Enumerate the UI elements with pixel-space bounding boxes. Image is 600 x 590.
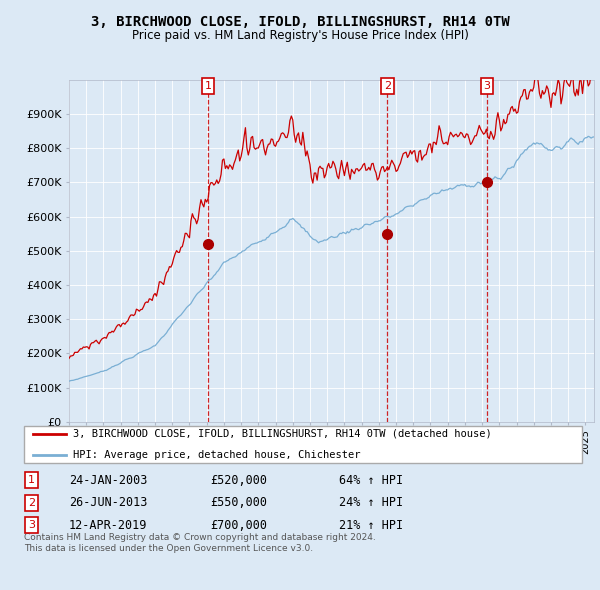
Text: 24% ↑ HPI: 24% ↑ HPI [339,496,403,509]
Text: 24-JAN-2003: 24-JAN-2003 [69,474,148,487]
Text: 64% ↑ HPI: 64% ↑ HPI [339,474,403,487]
Text: 2: 2 [28,498,35,507]
Text: 21% ↑ HPI: 21% ↑ HPI [339,519,403,532]
Text: 3, BIRCHWOOD CLOSE, IFOLD, BILLINGSHURST, RH14 0TW: 3, BIRCHWOOD CLOSE, IFOLD, BILLINGSHURST… [91,15,509,29]
Text: Contains HM Land Registry data © Crown copyright and database right 2024.
This d: Contains HM Land Registry data © Crown c… [24,533,376,553]
Text: 26-JUN-2013: 26-JUN-2013 [69,496,148,509]
Text: 2: 2 [384,81,391,91]
Text: 3: 3 [484,81,490,91]
Text: 3: 3 [28,520,35,530]
Text: HPI: Average price, detached house, Chichester: HPI: Average price, detached house, Chic… [73,450,361,460]
Text: 12-APR-2019: 12-APR-2019 [69,519,148,532]
Text: Price paid vs. HM Land Registry's House Price Index (HPI): Price paid vs. HM Land Registry's House … [131,30,469,42]
Text: 1: 1 [28,476,35,485]
Text: £520,000: £520,000 [210,474,267,487]
Text: 1: 1 [205,81,211,91]
Text: £550,000: £550,000 [210,496,267,509]
Text: £700,000: £700,000 [210,519,267,532]
Text: 3, BIRCHWOOD CLOSE, IFOLD, BILLINGSHURST, RH14 0TW (detached house): 3, BIRCHWOOD CLOSE, IFOLD, BILLINGSHURST… [73,429,492,439]
